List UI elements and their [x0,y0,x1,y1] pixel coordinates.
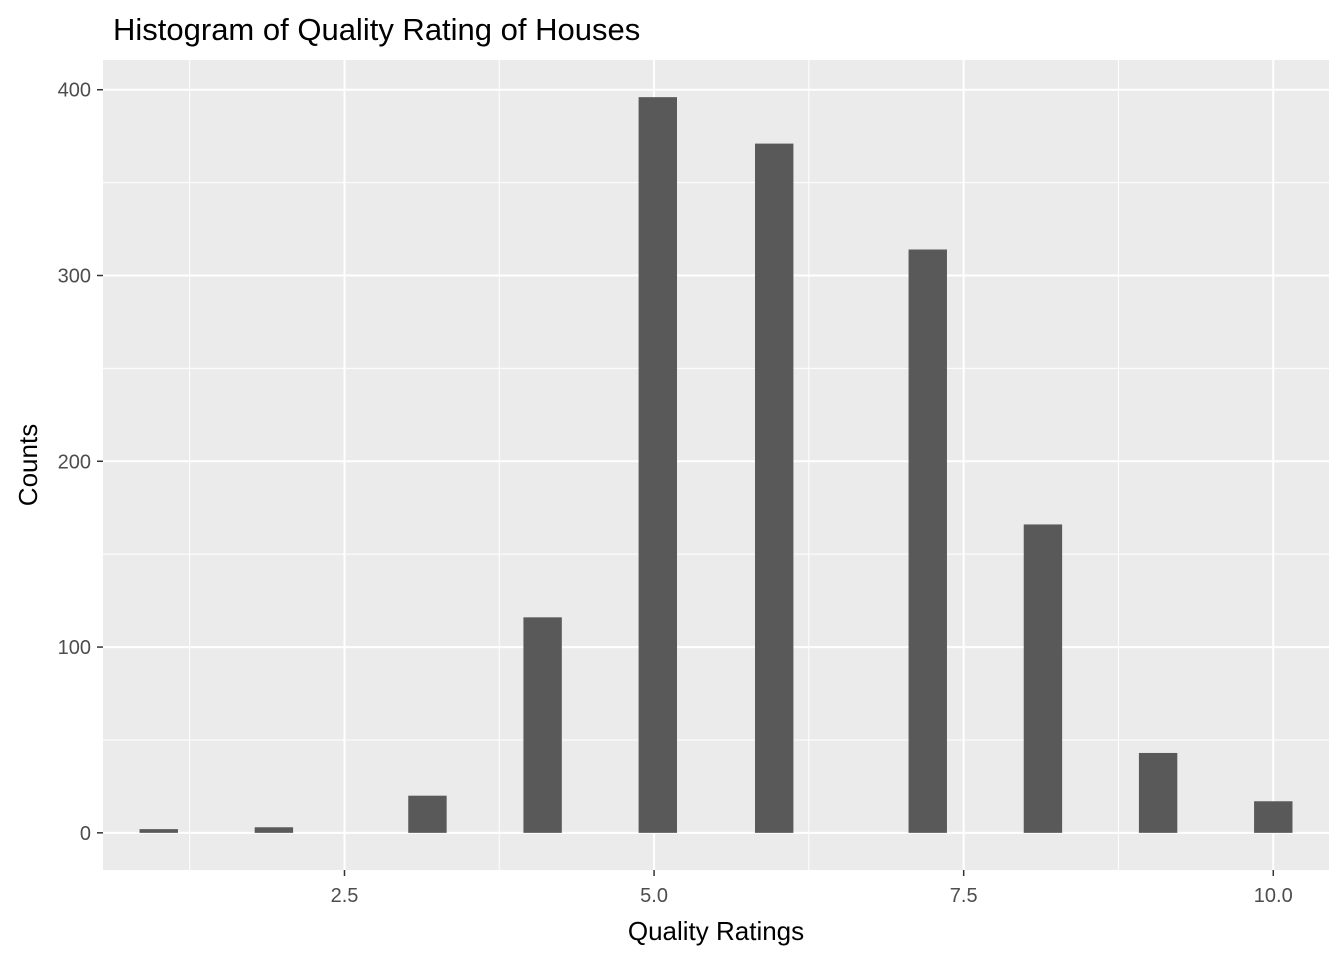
histogram-bar [408,795,447,833]
y-axis-title: Counts [13,424,43,506]
histogram-bar [139,829,178,833]
histogram-bars [139,97,1293,833]
minor-gridlines [103,60,1329,870]
y-axis-ticks: 0 100 200 300 400 [58,80,103,845]
y-tick-label: 0 [80,823,91,845]
x-tick-label: 7.5 [950,885,978,907]
y-tick-label: 400 [58,80,91,102]
y-tick-label: 200 [58,451,91,473]
y-tick-label: 100 [58,637,91,659]
histogram-bar [523,617,562,833]
major-gridlines [103,60,1329,870]
histogram-bar [1254,801,1293,833]
histogram-bar [638,97,677,833]
y-tick-label: 300 [58,266,91,288]
plot-panel [103,60,1329,870]
x-axis-ticks: 2.5 5.0 7.5 10.0 [331,870,1293,907]
x-tick-label: 10.0 [1254,885,1293,907]
histogram-bar [908,249,947,833]
chart-title: Histogram of Quality Rating of Houses [113,12,640,47]
x-tick-label: 5.0 [640,885,668,907]
histogram-bar [755,143,794,833]
histogram-bar [1138,752,1178,833]
histogram-bar [1023,524,1063,833]
x-axis-title: Quality Ratings [628,916,804,946]
x-tick-label: 2.5 [331,885,359,907]
histogram-bar [254,827,294,833]
